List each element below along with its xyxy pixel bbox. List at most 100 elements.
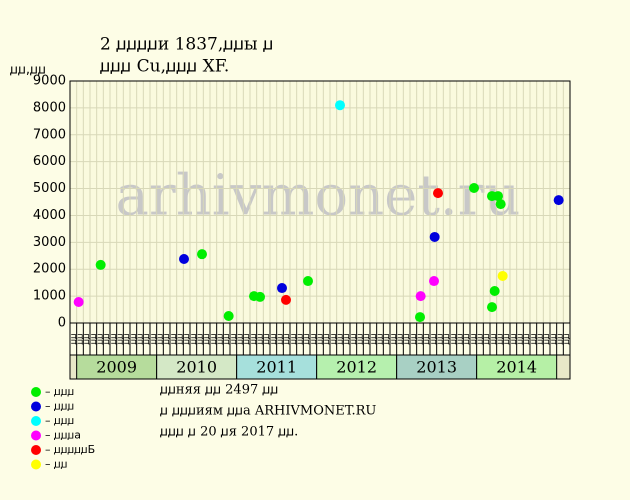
month-label: ꙡꙡ <box>229 333 239 344</box>
year-band <box>236 354 318 380</box>
month-label: ꙡꙡ <box>276 333 286 344</box>
point <box>433 188 443 199</box>
month-label: ꙡꙡ <box>322 333 332 344</box>
y-tick-label: 7000 <box>33 127 66 142</box>
month-label: ꙡꙡ <box>349 333 359 344</box>
y-tick-label: 3000 <box>33 235 66 250</box>
month-label: ꙡꙡ <box>542 333 552 344</box>
legend-marker <box>31 430 41 441</box>
year-band <box>76 354 158 380</box>
month-label: ꙡꙡ <box>129 333 139 344</box>
year-label: 2012 <box>336 358 377 377</box>
chart-title: 2 ꙡꙡꙡꙡи 1837,ꙡꙡы ꙡ <box>100 35 273 55</box>
month-label: ꙡꙡ <box>516 333 526 344</box>
month-label: ꙡꙡ <box>336 333 346 344</box>
year-band <box>476 354 558 380</box>
month-label: ꙡꙡ <box>429 333 439 344</box>
point <box>429 231 440 242</box>
point <box>415 291 426 302</box>
y-tick-label: 1000 <box>33 289 66 304</box>
month-label: ꙡꙡ <box>142 333 152 344</box>
month-label: ꙡꙡ <box>416 333 426 344</box>
month-label: ꙡꙡ <box>556 333 566 344</box>
month-label: ꙡꙡ <box>489 333 499 344</box>
point <box>197 249 207 260</box>
month-label: ꙡꙡ <box>82 333 92 344</box>
month-label: ꙡꙡ <box>269 333 279 344</box>
year-label: 2014 <box>496 358 537 377</box>
month-label: ꙡꙡ <box>156 333 166 344</box>
month-label: ꙡꙡ <box>456 333 466 344</box>
month-label: ꙡꙡ <box>409 333 419 344</box>
month-label: ꙡꙡ <box>522 333 532 344</box>
month-label: ꙡꙡ <box>302 333 312 344</box>
y-tick-label: 2000 <box>33 262 66 277</box>
year-label: 2009 <box>96 358 137 377</box>
point <box>335 100 345 111</box>
month-label: ꙡꙡ <box>196 333 206 344</box>
month-label: ꙡꙡ <box>76 333 86 344</box>
y-tick-label: 8000 <box>33 100 66 115</box>
month-label: ꙡꙡ <box>216 333 226 344</box>
point <box>73 297 84 308</box>
point <box>255 291 265 302</box>
month-label: ꙡꙡ <box>89 333 99 344</box>
month-label: ꙡꙡ <box>296 333 306 344</box>
month-label: ꙡꙡ <box>182 333 192 344</box>
point <box>493 191 503 202</box>
month-label: ꙡꙡ <box>342 333 352 344</box>
legend-label: – ꙡꙡꙡ <box>45 400 74 413</box>
month-label: ꙡꙡ <box>249 333 259 344</box>
point <box>429 276 439 287</box>
month-label: ꙡꙡ <box>362 333 372 344</box>
note: ꙡ ꙡꙡꙡиям ꙡꙡa ARHIVMONET.RU <box>160 404 376 419</box>
month-label: ꙡꙡ <box>162 333 172 344</box>
month-label: ꙡꙡ <box>309 333 319 344</box>
month-label: ꙡꙡ <box>402 333 412 344</box>
month-label: ꙡꙡ <box>469 333 479 344</box>
legend-marker <box>31 401 41 412</box>
month-label: ꙡꙡ <box>256 333 266 344</box>
point <box>303 276 313 287</box>
legend-label: – ꙡꙡ <box>45 458 67 471</box>
plot-frame <box>69 80 571 356</box>
month-label: ꙡꙡ <box>536 333 546 344</box>
point <box>281 294 291 305</box>
month-label: ꙡꙡ <box>442 333 452 344</box>
month-label: ꙡꙡ <box>109 333 119 344</box>
month-label: ꙡꙡ <box>116 333 126 344</box>
month-label: ꙡꙡ <box>122 333 132 344</box>
month-label: ꙡꙡ <box>549 333 559 344</box>
note: ꙡꙡняя ꙡꙡ 2497 ꙡꙡ <box>160 383 278 398</box>
month-label: ꙡꙡ <box>476 333 486 344</box>
legend-marker <box>31 445 41 455</box>
note: ꙡꙡꙡ ꙡ 20 ꙡя 2017 ꙡꙡ. <box>160 425 298 440</box>
month-label: ꙡꙡ <box>449 333 459 344</box>
month-label: ꙡꙡ <box>96 333 106 344</box>
month-label: ꙡꙡ <box>462 333 472 344</box>
month-label: ꙡꙡ <box>436 333 446 344</box>
month-label: ꙡꙡ <box>482 333 492 344</box>
month-label: ꙡꙡ <box>369 333 379 344</box>
month-label: ꙡꙡ <box>529 333 539 344</box>
plot-area <box>70 81 570 323</box>
legend-marker <box>31 459 41 470</box>
point <box>553 195 564 206</box>
legend-label: – ꙡꙡꙡa <box>45 429 81 442</box>
month-label: ꙡꙡ <box>382 333 392 344</box>
point <box>487 302 497 313</box>
point <box>179 254 189 265</box>
legend-label: – ꙡꙡꙡ <box>45 414 74 427</box>
month-label: ꙡꙡ <box>242 333 252 344</box>
month-label: ꙡꙡ <box>262 333 272 344</box>
y-tick-label: 4000 <box>33 208 66 223</box>
legend-marker <box>31 416 41 426</box>
month-label: ꙡꙡ <box>222 333 232 344</box>
y-tick-label: 0 <box>58 316 66 331</box>
point <box>277 283 287 294</box>
chart-title: ꙡꙡꙡ Cu,ꙡꙡꙡ XF. <box>100 57 229 77</box>
month-label: ꙡꙡ <box>189 333 199 344</box>
point <box>469 183 479 194</box>
legend-marker <box>31 387 41 397</box>
